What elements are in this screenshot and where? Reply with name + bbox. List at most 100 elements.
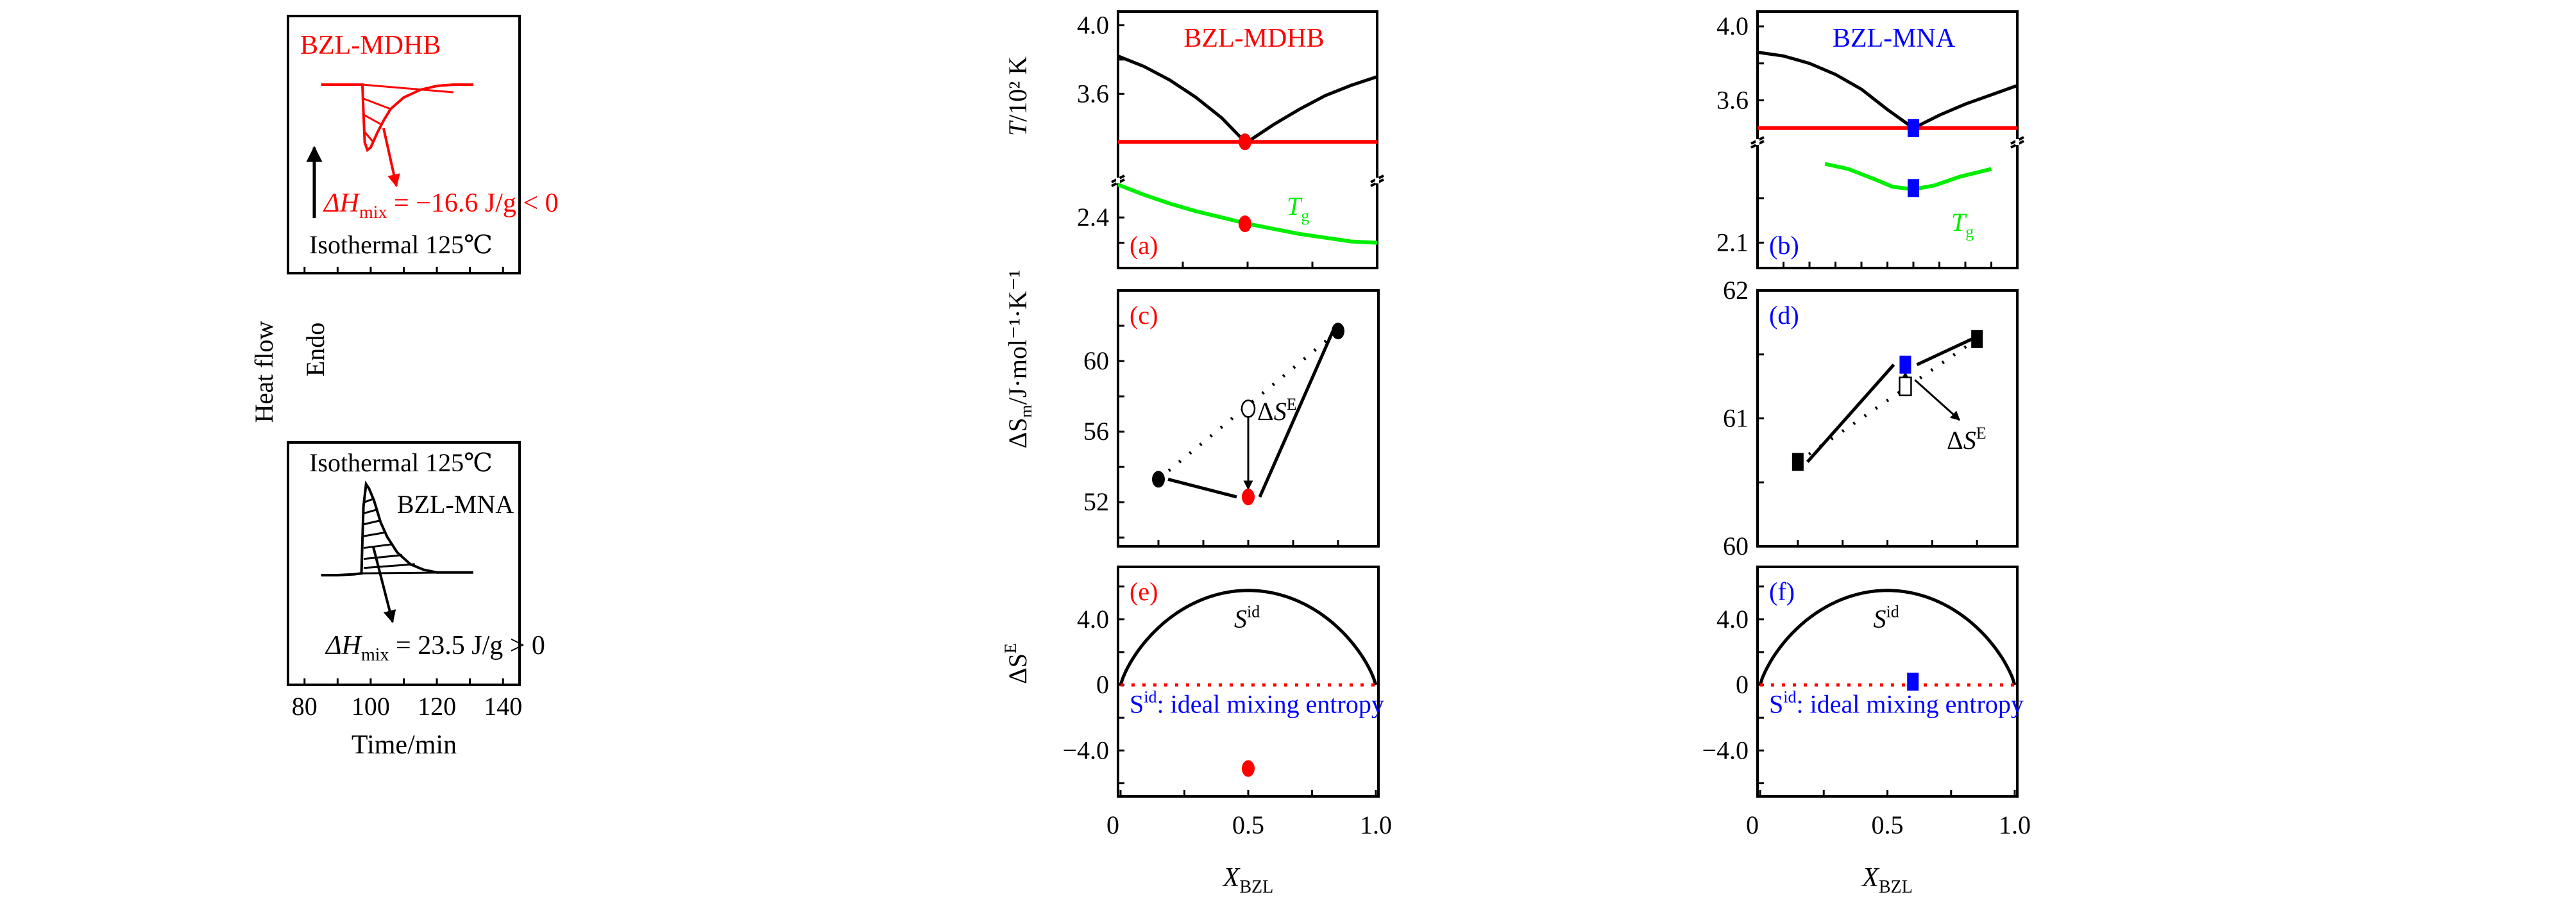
dsc-mna-isothermal: Isothermal 125℃ [309,448,493,477]
panel-c-marker [1241,399,1256,418]
dsc-mdhb-panel: BZL-MDHB ΔHmix = −16.6 J/g < 0 Isotherma… [287,15,559,274]
panel-b: 4.0 3.6 2.1 BZL-MNA Tg (b) [1716,10,2024,269]
panel-c: 52 56 60 ΔSE (c) [1083,289,1380,548]
dsc-xtick-label: 100 [352,692,390,721]
panel-f-xlabel: XBZL [1861,863,1913,897]
panel-c-marker [1242,488,1255,505]
panel-e-ytick-label: 4.0 [1077,605,1109,634]
panel-b-liquidus-line [1757,51,2018,130]
panel-e-label: (e) [1130,577,1158,606]
dse-s: S [1274,397,1287,426]
panel-a-tg-label: Tg [1287,192,1309,225]
dse-s: S [1963,426,1976,455]
ylabel-t-symbol: T [1003,120,1032,136]
ylabel-excess-entropy: ΔSE [1001,643,1032,684]
dsc-mna-hatch-line [363,554,403,560]
sid-legend-text: : ideal mixing entropy [1796,690,2023,719]
dsc-mna-curve [321,480,473,576]
dsc-mdhb-title: BZL-MDHB [300,31,441,60]
xlabel-symbol: X [1861,863,1880,893]
panel-f-xtick-label: 0.5 [1872,811,1904,839]
panel-b-right-axis-break-gap [2015,139,2019,145]
panel-d-marker [1971,330,1983,348]
panel-e-xlabel: XBZL [1222,863,1274,897]
sid-legend-symbol: S [1769,690,1783,719]
dsc-mna-enthalpy: ΔHmix = 23.5 J/g > 0 [325,631,545,665]
panel-d-segment-left [1806,364,1895,463]
panel-a-right-axis-break-gap [1375,178,1379,183]
panel-c-ytick-label: 56 [1083,417,1109,446]
panel-e-sid-legend: Sid: ideal mixing entropy [1130,688,1384,719]
panel-d-label: (d) [1769,301,1799,330]
dsc-mdhb-enthalpy: ΔHmix = −16.6 J/g < 0 [323,189,559,223]
panel-b-tg-line [1824,162,1992,192]
heat-flow-label: Heat flow [250,321,278,423]
dse-sup: E [1976,424,1987,442]
panel-b-ytick-label: 3.6 [1716,86,1749,115]
panel-b-ytick-label: 2.1 [1716,228,1749,256]
sid-symbol: S [1874,605,1886,634]
dse-delta: Δ [1257,397,1274,426]
panel-c-label: (c) [1130,301,1158,330]
panel-a-ytick-label: 4.0 [1077,10,1109,39]
tg-subscript: g [1301,206,1309,225]
tg-subscript: g [1965,223,1974,241]
panel-b-tg-label: Tg [1951,208,1974,241]
panel-e-sid-label: Sid [1234,603,1260,634]
panel-d-marker [1899,355,1911,374]
panel-d-annotation-arrow [1914,379,1961,421]
ylabel-dse-symbol: ΔS [1003,653,1032,684]
dh-subscript: mix [361,645,389,665]
endo-label: Endo [301,323,330,376]
ylabel-temperature: T/10² K [1003,56,1032,136]
dsc-mna-hatch-line [363,543,394,550]
dsc-xtick-label: 80 [292,692,318,721]
panel-f-frame [1756,566,2019,798]
panel-a-liquidus-line [1117,55,1378,144]
panel-d-segment-right [1916,337,1973,366]
dsc-mdhb-isothermal: Isothermal 125℃ [309,230,493,259]
panel-d-marker [1792,453,1804,471]
dsc-mna-panel: Isothermal 125℃ BZL-MNA ΔHmix = 23.5 J/g… [287,441,545,760]
panel-f-label: (f) [1769,577,1795,606]
panel-c-ytick-label: 52 [1083,487,1109,516]
panel-b-ytick-label: 4.0 [1716,12,1749,40]
dsc-xlabel: Time/min [352,730,457,760]
panel-f-sid-curve [1758,589,2017,685]
dsc-mna-hatch-line [363,519,381,526]
mdhb-column: T/10² K ΔSm/J·mol⁻¹·K⁻¹ ΔSE 4.03.62.4BZL… [1001,10,1392,897]
panel-f-sid-label: Sid [1874,603,1899,634]
panel-d-ytick-label: 61 [1723,404,1749,433]
panel-c-segment-right [1258,330,1335,498]
ylabel-ds-sub: m [1017,405,1035,417]
panel-c-dse-label: ΔSE [1257,395,1297,426]
panel-a-title: BZL-MDHB [1183,24,1324,53]
dsc-column: Heat flow Endo BZL-MDHB ΔHmix = −16.6 J/… [250,15,559,760]
panel-a-ytick-label: 2.4 [1077,203,1109,231]
dsc-mdhb-hatch [362,83,453,142]
dsc-mna-title: BZL-MNA [397,490,514,519]
dsc-mdhb-hatch-line [363,113,383,126]
panel-f-ytick-label: 0 [1736,670,1749,699]
sid-legend-sup: id [1144,688,1157,707]
panel-b-marker [1908,179,1919,197]
panel-e-ytick-label: −4.0 [1062,735,1109,764]
ylabel-ds-unit: /J·mol⁻¹·K⁻¹ [1003,270,1032,405]
panel-c-ytick-label: 60 [1083,346,1109,375]
panel-a-left-axis-break-gap [1116,178,1120,183]
dsc-mdhb-xticks [303,267,504,273]
sid-symbol: S [1234,605,1247,634]
sid-legend-text: : ideal mixing entropy [1157,690,1384,719]
dsc-mna-hatch-line [363,508,378,515]
panel-c-segment-left [1167,478,1237,499]
dsc-mdhb-baseline [362,83,453,94]
dh-symbol: ΔH [323,189,361,218]
dsc-mna-hatch [361,498,453,575]
panel-d-ytick-label: 62 [1723,276,1749,305]
panel-e-xtick-label: 0 [1106,811,1119,839]
panel-c-marker [1152,471,1165,488]
dsc-xtick-label: 140 [484,692,522,721]
sid-sup: id [1247,603,1260,621]
panel-e-marker [1242,760,1255,777]
panel-c-marker [1332,323,1344,340]
